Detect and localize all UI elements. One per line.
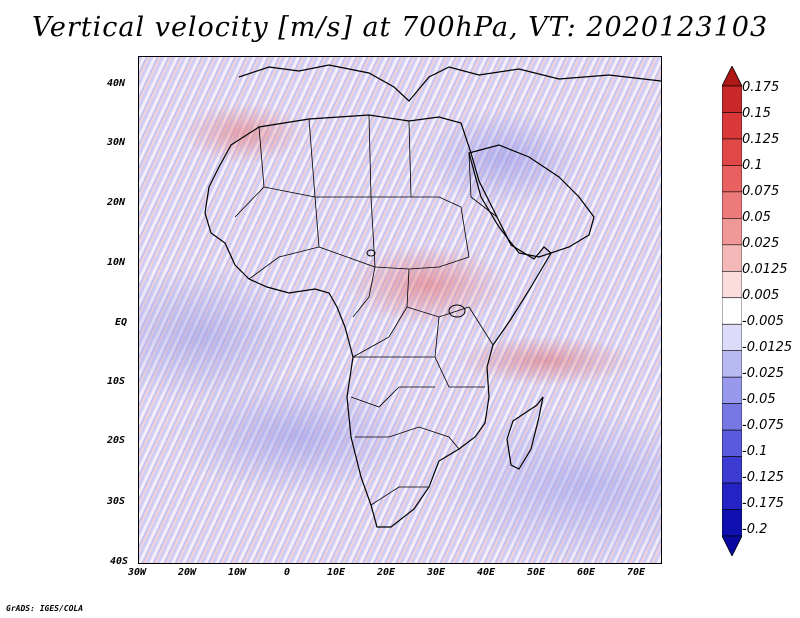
colorbar-segment bbox=[722, 376, 742, 404]
lake-victoria bbox=[448, 304, 466, 318]
lat-tick: 30S bbox=[107, 496, 126, 507]
colorbar bbox=[722, 66, 742, 556]
colorbar-label: -0.0125 bbox=[742, 340, 793, 355]
europe-outline bbox=[238, 64, 661, 102]
colorbar-label: 0.175 bbox=[742, 80, 780, 95]
colorbar-segment bbox=[722, 350, 742, 378]
map-title: Vertical velocity [m/s] at 700hPa, VT: 2… bbox=[31, 12, 769, 43]
lat-tick: 40N bbox=[107, 78, 126, 89]
colorbar-segment bbox=[722, 165, 742, 193]
lon-tick: 20W bbox=[178, 567, 197, 578]
country-borders bbox=[234, 114, 498, 506]
lon-tick: 10W bbox=[228, 567, 247, 578]
colorbar-segment bbox=[722, 456, 742, 484]
colorbar-arrow-bottom bbox=[722, 535, 742, 556]
colorbar-label: -0.2 bbox=[742, 522, 768, 537]
lon-tick: 20E bbox=[377, 567, 396, 578]
colorbar-label: -0.1 bbox=[742, 444, 768, 459]
lon-tick: 60E bbox=[577, 567, 596, 578]
arabia-outline bbox=[468, 144, 595, 258]
colorbar-segment bbox=[722, 270, 742, 299]
lon-tick: 50E bbox=[527, 567, 546, 578]
colorbar-segment bbox=[722, 509, 742, 537]
credit-text: GrADS: IGES/COLA bbox=[6, 604, 84, 613]
colorbar-label: -0.075 bbox=[742, 418, 784, 433]
colorbar-segment bbox=[722, 85, 742, 113]
lat-tick: 30N bbox=[107, 137, 126, 148]
colorbar-label: -0.175 bbox=[742, 496, 784, 511]
lat-tick: EQ bbox=[115, 317, 128, 328]
colorbar-segment bbox=[722, 244, 742, 272]
colorbar-label: 0.125 bbox=[742, 132, 780, 147]
madagascar-outline bbox=[506, 396, 544, 470]
lon-tick: 30E bbox=[427, 567, 446, 578]
colorbar-label: -0.05 bbox=[742, 392, 776, 407]
colorbar-label: -0.005 bbox=[742, 314, 784, 329]
colorbar-label: -0.125 bbox=[742, 470, 784, 485]
colorbar-arrow-top bbox=[722, 66, 742, 87]
colorbar-label: 0.15 bbox=[742, 106, 771, 121]
colorbar-label: 0.0125 bbox=[742, 262, 788, 277]
africa-coastline bbox=[204, 114, 552, 528]
continent-outlines bbox=[204, 64, 661, 528]
colorbar-segment bbox=[722, 482, 742, 510]
lon-tick: 30W bbox=[128, 567, 147, 578]
lon-tick: 70E bbox=[627, 567, 646, 578]
lat-tick: 40S bbox=[110, 556, 129, 567]
colorbar-segment bbox=[722, 138, 742, 166]
colorbar-label: 0.1 bbox=[742, 158, 763, 173]
lat-tick: 20N bbox=[107, 197, 126, 208]
colorbar-label: 0.005 bbox=[742, 288, 780, 303]
colorbar-label: 0.05 bbox=[742, 210, 771, 225]
map-panel[interactable] bbox=[138, 56, 662, 564]
colorbar-segment bbox=[722, 323, 742, 352]
lat-tick: 20S bbox=[107, 435, 126, 446]
colorbar-label: 0.025 bbox=[742, 236, 780, 251]
colorbar-segment bbox=[722, 218, 742, 246]
lake-chad bbox=[366, 249, 376, 257]
colorbar-label: 0.075 bbox=[742, 184, 780, 199]
colorbar-label: -0.025 bbox=[742, 366, 784, 381]
lon-tick: 0 bbox=[284, 567, 291, 578]
colorbar-segment bbox=[722, 297, 742, 325]
colorbar-segment bbox=[722, 403, 742, 431]
colorbar-segment bbox=[722, 112, 742, 140]
lon-tick: 10E bbox=[327, 567, 346, 578]
colorbar-segment bbox=[722, 429, 742, 457]
lat-tick: 10N bbox=[107, 257, 126, 268]
lat-tick: 10S bbox=[107, 376, 126, 387]
colorbar-segment bbox=[722, 191, 742, 219]
lon-tick: 40E bbox=[477, 567, 496, 578]
